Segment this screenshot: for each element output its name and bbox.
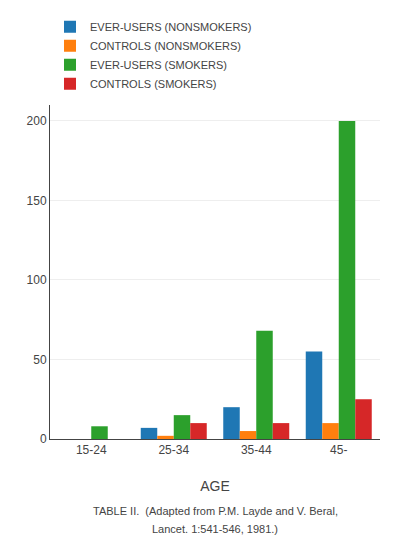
- svg-text:EVER-USERS (SMOKERS): EVER-USERS (SMOKERS): [90, 59, 227, 71]
- svg-text:200: 200: [27, 114, 47, 128]
- svg-text:45-: 45-: [330, 443, 347, 457]
- svg-text:15-24: 15-24: [76, 443, 107, 457]
- svg-text:150: 150: [27, 194, 47, 208]
- svg-text:CONTROLS (NONSMOKERS): CONTROLS (NONSMOKERS): [90, 40, 241, 52]
- svg-text:100: 100: [27, 273, 47, 287]
- svg-text:25-34: 25-34: [158, 443, 189, 457]
- svg-text:CONTROLS (SMOKERS): CONTROLS (SMOKERS): [90, 78, 217, 90]
- svg-text:Lancet. 1:541-546, 1981.): Lancet. 1:541-546, 1981.): [152, 523, 278, 535]
- svg-text:35-44: 35-44: [241, 443, 272, 457]
- svg-text:AGE: AGE: [200, 478, 230, 494]
- svg-text:50: 50: [33, 353, 47, 367]
- svg-text:0: 0: [40, 432, 47, 446]
- svg-text:TABLE II. (Adapted from P.M.: TABLE II. (Adapted from P.M. Layde and V…: [93, 505, 338, 517]
- svg-text:EVER-USERS (NONSMOKERS): EVER-USERS (NONSMOKERS): [90, 21, 251, 33]
